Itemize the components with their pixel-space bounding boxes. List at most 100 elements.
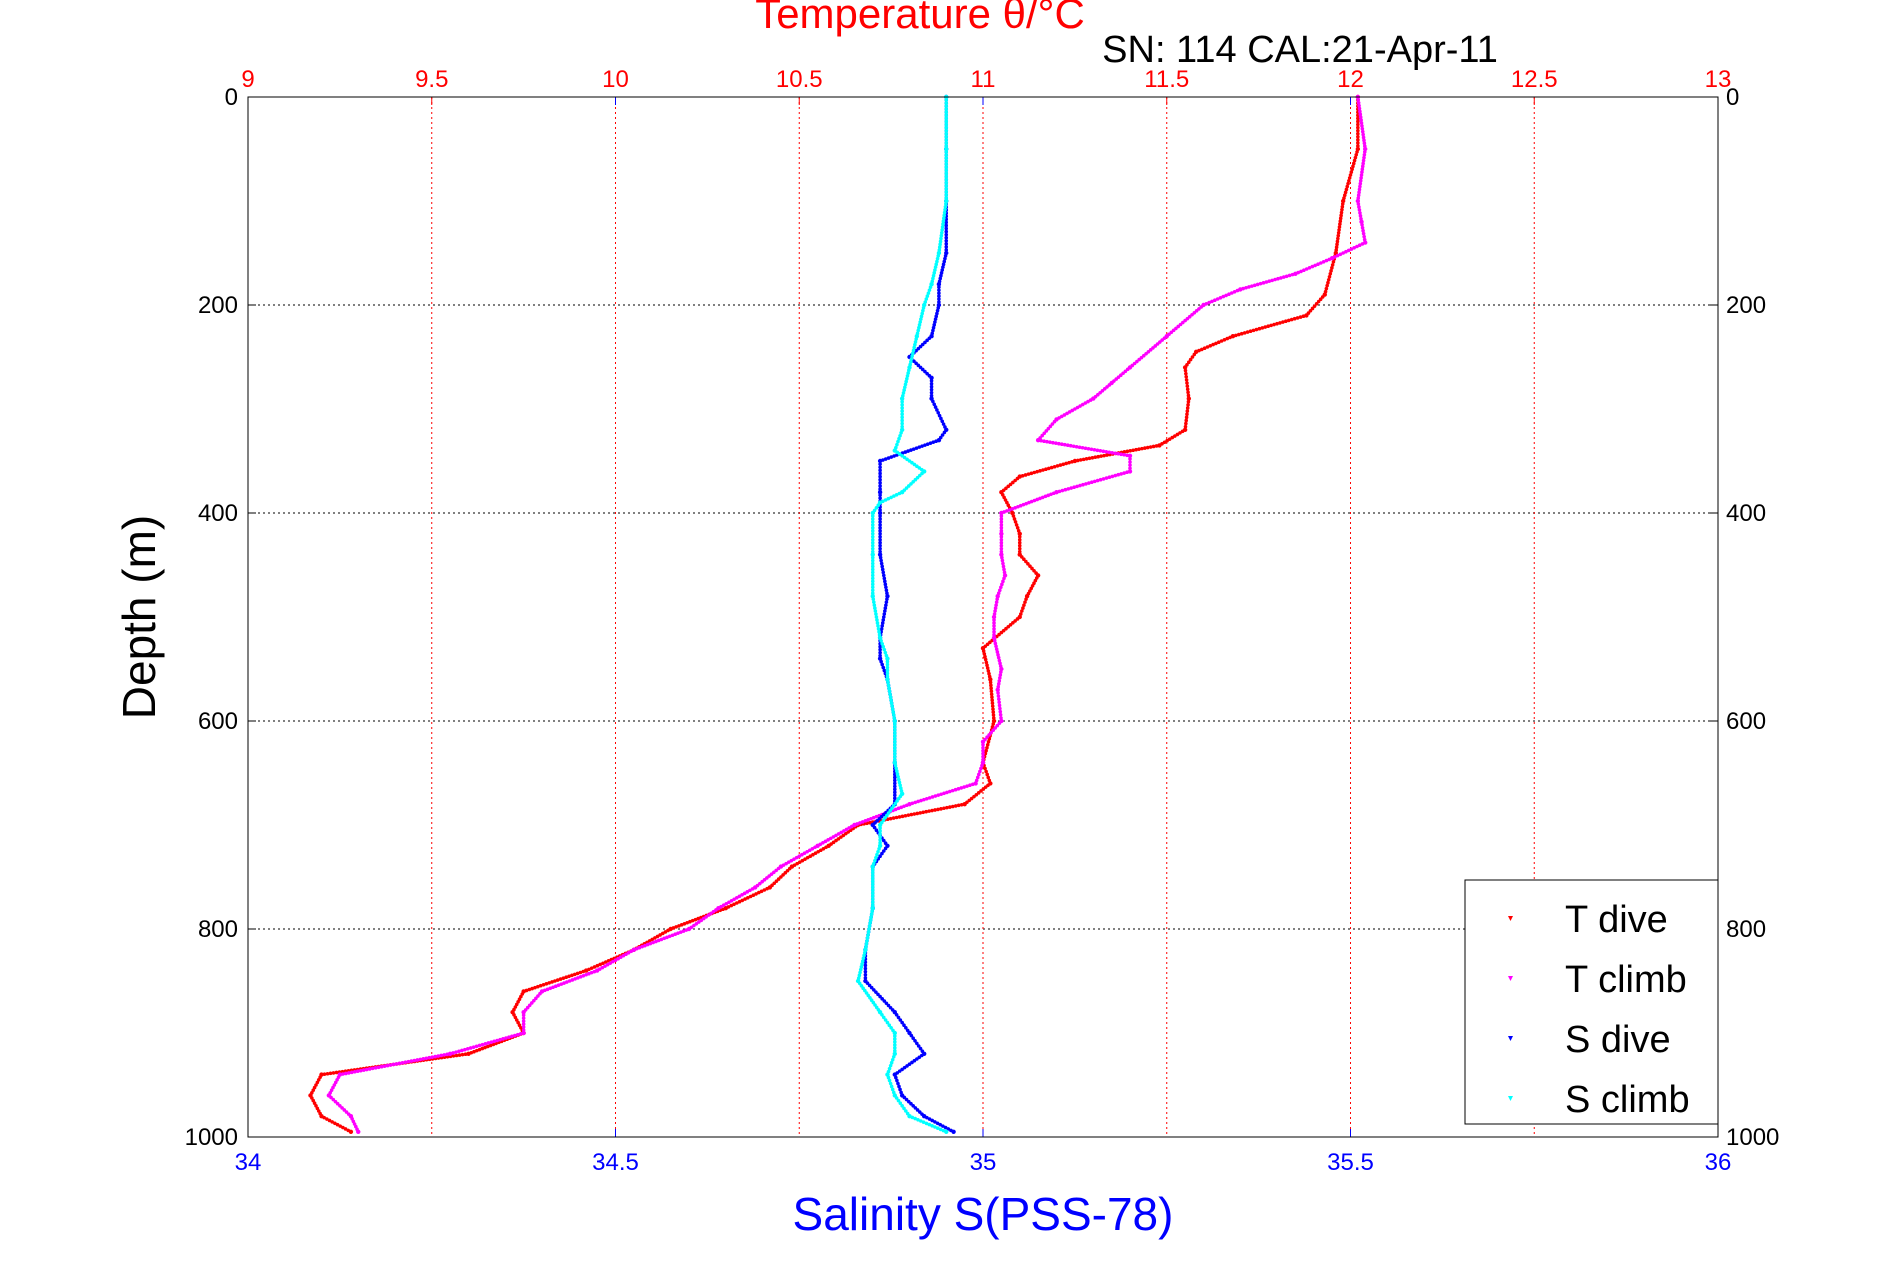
data-marker	[1213, 298, 1217, 303]
data-marker	[944, 226, 949, 231]
data-marker	[1128, 448, 1133, 453]
data-marker	[879, 561, 884, 566]
data-marker	[800, 852, 804, 857]
data-point	[962, 802, 967, 807]
data-marker	[940, 419, 945, 424]
data-marker	[983, 766, 987, 771]
data-marker	[1356, 116, 1360, 121]
data-marker	[1137, 447, 1141, 451]
data-marker	[904, 1109, 908, 1113]
data-marker	[913, 342, 917, 347]
data-marker	[935, 259, 939, 264]
data-marker	[999, 670, 1003, 674]
data-marker	[538, 991, 542, 996]
data-marker	[940, 228, 944, 232]
data-marker	[898, 433, 902, 438]
data-marker	[870, 529, 875, 533]
data-marker	[998, 588, 1002, 593]
data-marker	[890, 1087, 895, 1092]
data-marker	[987, 671, 991, 676]
data-marker	[936, 306, 941, 310]
data-marker	[1342, 193, 1347, 198]
data-marker	[1001, 561, 1005, 566]
temperature-tick-label: 12	[1337, 66, 1364, 93]
data-marker	[1065, 411, 1069, 416]
data-marker	[894, 1013, 899, 1017]
data-marker	[929, 381, 934, 386]
data-marker	[382, 1064, 387, 1068]
data-marker	[445, 1052, 449, 1057]
data-marker	[918, 1046, 923, 1051]
data-marker	[555, 978, 560, 982]
data-marker	[1361, 135, 1366, 140]
data-marker	[939, 416, 943, 421]
data-point	[899, 427, 905, 432]
data-marker	[935, 256, 940, 261]
data-marker	[896, 774, 900, 779]
data-marker	[870, 543, 875, 548]
data-marker	[945, 790, 949, 795]
data-marker	[1078, 458, 1083, 462]
data-marker	[670, 933, 675, 938]
data-marker	[878, 462, 882, 466]
data-marker	[900, 406, 904, 410]
data-marker	[893, 734, 897, 738]
data-marker	[981, 745, 985, 750]
data-marker	[885, 597, 889, 601]
data-marker	[570, 978, 575, 982]
data-marker	[1267, 279, 1272, 283]
data-marker	[997, 700, 1001, 705]
data-marker	[939, 807, 943, 811]
data-marker	[1338, 216, 1343, 221]
data-marker	[881, 573, 886, 578]
data-marker	[874, 506, 879, 510]
data-marker	[477, 1047, 482, 1052]
data-marker	[893, 781, 897, 786]
data-point	[348, 1129, 354, 1135]
data-marker	[881, 618, 886, 622]
data-marker	[325, 1071, 330, 1076]
data-marker	[870, 532, 875, 536]
data-marker	[463, 1047, 467, 1052]
data-marker	[935, 308, 940, 313]
data-marker	[684, 928, 689, 932]
data-marker	[666, 928, 670, 933]
data-marker	[1227, 292, 1231, 297]
data-marker	[933, 265, 938, 269]
data-marker	[988, 680, 993, 685]
data-marker	[740, 893, 744, 897]
data-marker	[379, 1064, 384, 1069]
data-marker	[870, 867, 875, 872]
data-marker	[885, 1020, 890, 1025]
data-marker	[944, 116, 949, 121]
data-marker	[992, 627, 996, 631]
data-marker	[1358, 214, 1363, 218]
data-marker	[870, 891, 875, 896]
data-marker	[900, 403, 904, 407]
data-marker	[460, 1052, 465, 1057]
data-marker	[941, 265, 945, 269]
data-marker	[474, 1048, 479, 1053]
data-marker	[860, 959, 865, 963]
data-marker	[878, 496, 882, 500]
data-marker	[891, 713, 896, 717]
data-marker	[1358, 112, 1363, 117]
data-marker	[941, 262, 946, 267]
data-marker	[489, 1040, 494, 1044]
data-marker	[559, 982, 564, 986]
data-marker	[1101, 449, 1106, 454]
data-marker	[1207, 300, 1211, 305]
series-s-climb	[855, 94, 949, 1135]
data-marker	[991, 728, 996, 733]
data-marker	[939, 233, 944, 238]
data-marker	[944, 168, 949, 173]
data-marker	[1335, 253, 1340, 258]
data-marker	[1348, 173, 1353, 177]
data-marker	[834, 833, 838, 838]
data-marker	[876, 624, 880, 628]
data-marker	[870, 582, 875, 587]
data-marker	[930, 795, 935, 799]
data-point	[870, 510, 875, 516]
data-marker	[866, 930, 871, 934]
data-marker	[889, 698, 893, 702]
